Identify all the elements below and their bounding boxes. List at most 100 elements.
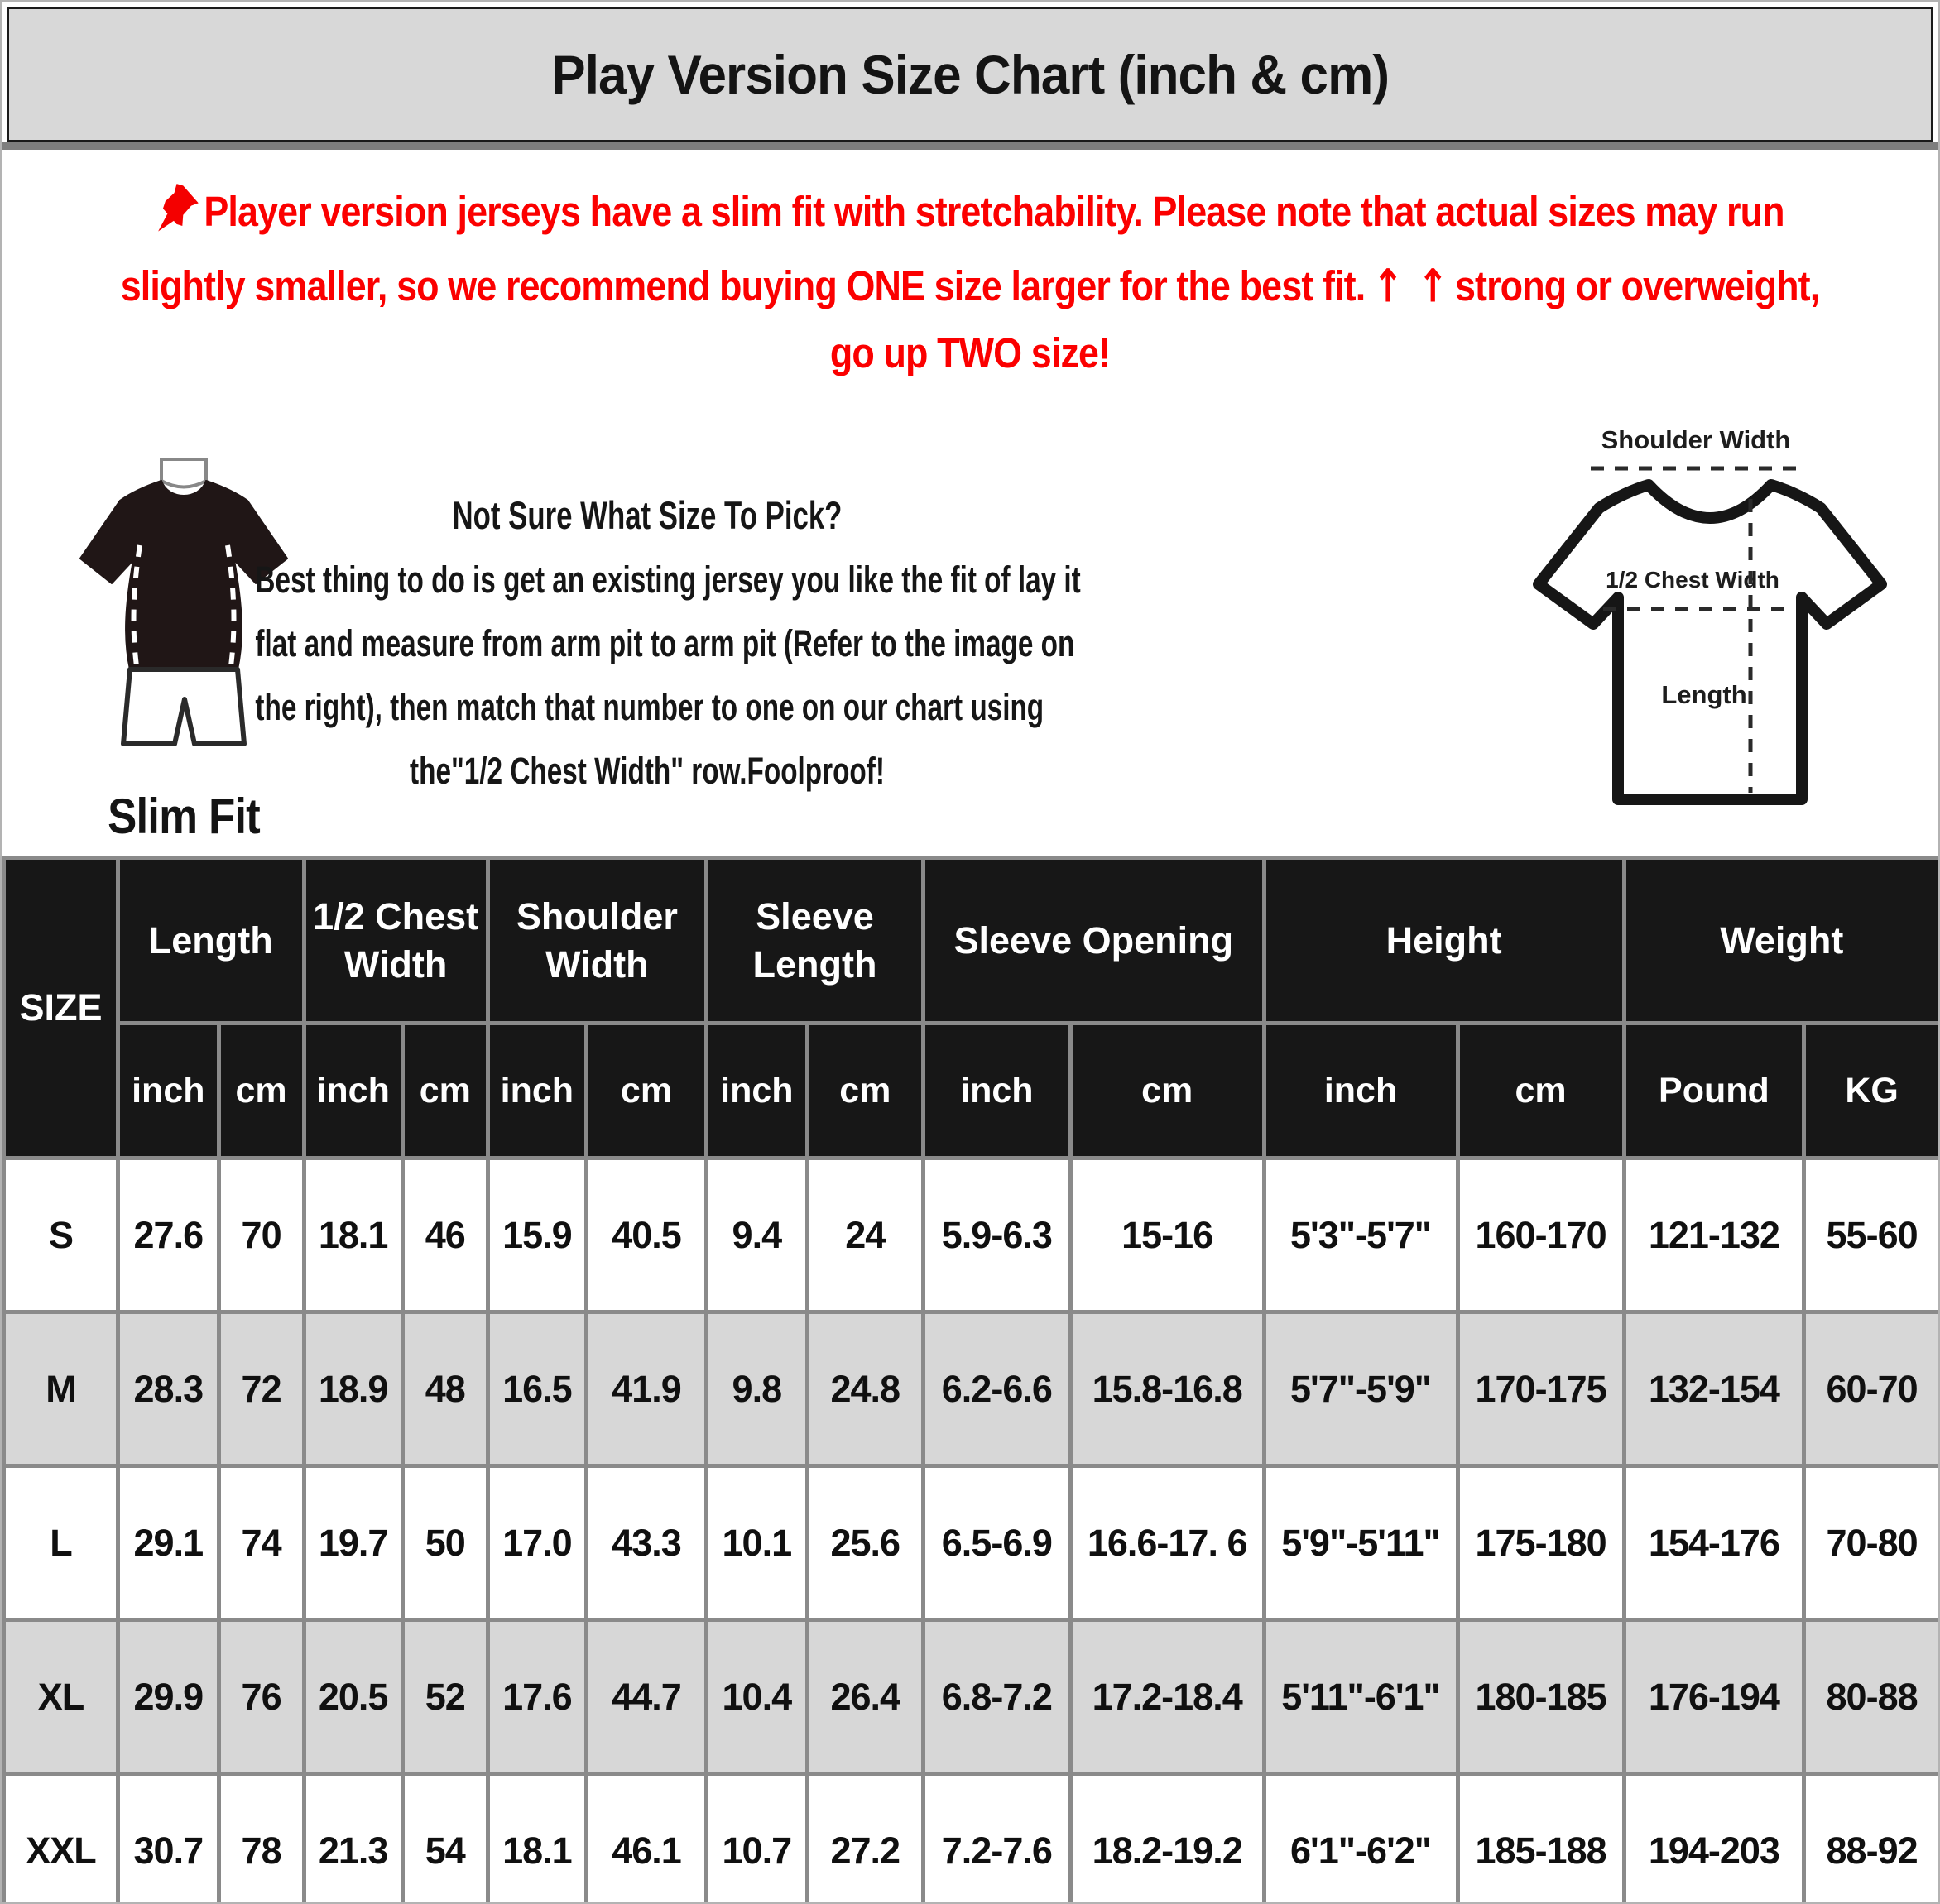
- value-cell: 121-132: [1621, 1156, 1807, 1314]
- value-cell: 17.6: [485, 1618, 589, 1776]
- size-cell: XXL: [2, 1772, 120, 1902]
- size-row-xl: XL 29.9 76 20.5 52 17.6 44.7 10.4 26.4 6…: [2, 1618, 1938, 1776]
- value-cell: 6.2-6.6: [920, 1310, 1073, 1468]
- value-cell: 29.1: [116, 1464, 221, 1622]
- value-cell: 27.2: [804, 1772, 925, 1902]
- shoulder-width-label: Shoulder Width: [1601, 425, 1791, 454]
- fit-warning-line-1: Player version jerseys have a slim fit w…: [118, 179, 1822, 253]
- pushpin-icon: [156, 183, 201, 253]
- value-cell: 25.6: [804, 1464, 925, 1622]
- value-cell: 180-185: [1455, 1618, 1626, 1776]
- half-chest-width-label: 1/2 Chest Width: [1606, 567, 1779, 592]
- col-group-length: Length: [116, 856, 306, 1025]
- up-arrow-icon: ↑: [1417, 260, 1448, 314]
- value-cell: 41.9: [583, 1310, 709, 1468]
- size-row-s: S 27.6 70 18.1 46 15.9 40.5 9.4 24 5.9-6…: [2, 1156, 1938, 1314]
- value-cell: 60-70: [1802, 1310, 1938, 1468]
- value-cell: 28.3: [116, 1310, 221, 1468]
- value-cell: 18.1: [485, 1772, 589, 1902]
- fit-warning-text-1: Player version jerseys have a slim fit w…: [204, 188, 1784, 235]
- value-cell: 9.4: [704, 1156, 809, 1314]
- unit-header: cm: [804, 1021, 925, 1160]
- value-cell: 78: [216, 1772, 306, 1902]
- value-cell: 24.8: [804, 1310, 925, 1468]
- slim-fit-icon: [64, 458, 304, 779]
- value-cell: 132-154: [1621, 1310, 1807, 1468]
- value-cell: 10.7: [704, 1772, 809, 1902]
- value-cell: 40.5: [583, 1156, 709, 1314]
- col-group-sleeve-opening: Sleeve Opening: [920, 856, 1266, 1025]
- value-cell: 46: [400, 1156, 490, 1314]
- value-cell: 176-194: [1621, 1618, 1807, 1776]
- col-group-half-chest-width: 1/2 Chest Width: [301, 856, 490, 1025]
- tshirt-outline-icon: [1533, 479, 1887, 805]
- fit-warning-line-2: slightly smaller, so we recommend buying…: [118, 253, 1822, 320]
- value-cell: 16.5: [485, 1310, 589, 1468]
- unit-header: cm: [216, 1021, 306, 1160]
- size-cell: S: [2, 1156, 120, 1314]
- advice-line: the"1/2 Chest Width" row.Foolproof!: [410, 750, 885, 792]
- value-cell: 18.2-19.2: [1068, 1772, 1266, 1902]
- value-cell: 10.4: [704, 1618, 809, 1776]
- unit-header: cm: [583, 1021, 709, 1160]
- unit-header: inch: [1261, 1021, 1460, 1160]
- value-cell: 5'11"-6'1": [1261, 1618, 1460, 1776]
- value-cell: 5'3"-5'7": [1261, 1156, 1460, 1314]
- table-header-groups: SIZE Length 1/2 Chest Width Shoulder Wid…: [2, 856, 1938, 1160]
- value-cell: 7.2-7.6: [920, 1772, 1073, 1902]
- advice-heading: Not Sure What Size To Pick?: [452, 493, 843, 537]
- value-cell: 24: [804, 1156, 925, 1314]
- fit-warning-text-2b: strong or overweight,: [1454, 262, 1820, 309]
- unit-header: inch: [920, 1021, 1073, 1160]
- table-header-units: inch cm inch cm inch cm inch cm inch cm …: [4, 1021, 1938, 1160]
- value-cell: 17.2-18.4: [1068, 1618, 1266, 1776]
- size-row-l: L 29.1 74 19.7 50 17.0 43.3 10.1 25.6 6.…: [2, 1464, 1938, 1622]
- value-cell: 16.6-17. 6: [1068, 1464, 1266, 1622]
- value-cell: 80-88: [1802, 1618, 1938, 1776]
- value-cell: 72: [216, 1310, 306, 1468]
- value-cell: 46.1: [583, 1772, 709, 1902]
- col-group-shoulder-width: Shoulder Width: [485, 856, 709, 1025]
- unit-header: inch: [116, 1021, 221, 1160]
- value-cell: 10.1: [704, 1464, 809, 1622]
- value-cell: 52: [400, 1618, 490, 1776]
- col-group-weight: Weight: [1621, 856, 1938, 1025]
- size-table: SIZE Length 1/2 Chest Width Shoulder Wid…: [2, 856, 1938, 1902]
- value-cell: 6.5-6.9: [920, 1464, 1073, 1622]
- fit-warning-text-2a: slightly smaller, so we recommend buying…: [120, 262, 1366, 309]
- value-cell: 70: [216, 1156, 306, 1314]
- value-cell: 26.4: [804, 1618, 925, 1776]
- value-cell: 9.8: [704, 1310, 809, 1468]
- unit-header: cm: [1068, 1021, 1266, 1160]
- size-cell: XL: [2, 1618, 120, 1776]
- col-group-height: Height: [1261, 856, 1626, 1025]
- value-cell: 43.3: [583, 1464, 709, 1622]
- value-cell: 194-203: [1621, 1772, 1807, 1902]
- slim-fit-figure: Slim Fit: [60, 453, 308, 845]
- value-cell: 20.5: [301, 1618, 405, 1776]
- value-cell: 5'9"-5'11": [1261, 1464, 1460, 1622]
- value-cell: 160-170: [1455, 1156, 1626, 1314]
- value-cell: 48: [400, 1310, 490, 1468]
- advice-line: Best thing to do is get an existing jers…: [255, 559, 1081, 601]
- value-cell: 30.7: [116, 1772, 221, 1902]
- col-group-sleeve-length: Sleeve Length: [704, 856, 925, 1025]
- size-cell: L: [2, 1464, 120, 1622]
- fit-warning-line-3: go up TWO size!: [829, 329, 1111, 376]
- advice-line: the right), then match that number to on…: [255, 686, 1044, 728]
- value-cell: 170-175: [1455, 1310, 1626, 1468]
- unit-header: inch: [485, 1021, 589, 1160]
- unit-header: Pound: [1621, 1021, 1807, 1160]
- size-cell: M: [2, 1310, 120, 1468]
- value-cell: 15-16: [1068, 1156, 1266, 1314]
- length-label: Length: [1661, 680, 1746, 709]
- page-title: Play Version Size Chart (inch & cm): [551, 44, 1390, 105]
- value-cell: 21.3: [301, 1772, 405, 1902]
- value-cell: 27.6: [116, 1156, 221, 1314]
- unit-header: cm: [1455, 1021, 1626, 1160]
- value-cell: 18.1: [301, 1156, 405, 1314]
- value-cell: 175-180: [1455, 1464, 1626, 1622]
- value-cell: 15.8-16.8: [1068, 1310, 1266, 1468]
- value-cell: 5.9-6.3: [920, 1156, 1073, 1314]
- up-arrow-icon: ↑: [1372, 260, 1404, 314]
